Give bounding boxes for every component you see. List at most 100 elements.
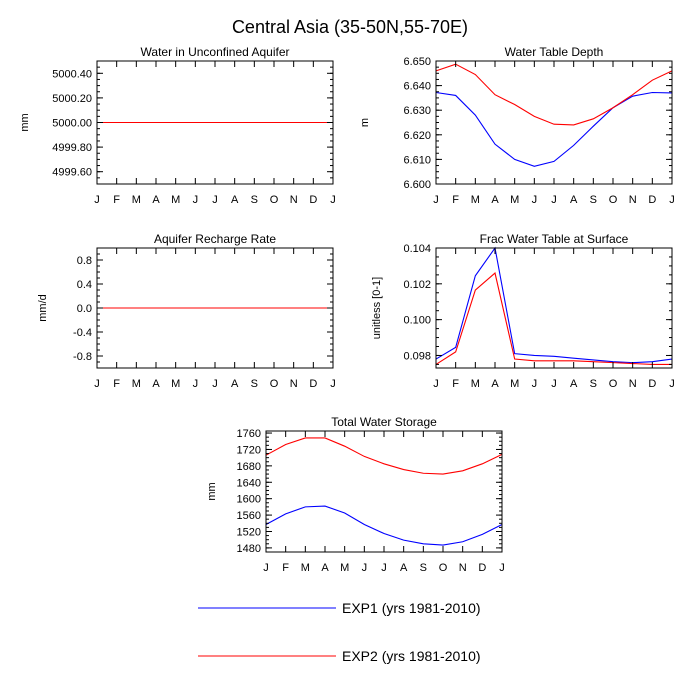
x-tick-label: A — [491, 378, 499, 390]
x-tick-label: S — [251, 194, 258, 206]
series-line — [435, 91, 673, 167]
y-tick-label: 6.620 — [403, 130, 431, 142]
x-tick-label: D — [309, 378, 317, 390]
series-line — [265, 505, 503, 546]
y-tick-label: 4999.80 — [52, 142, 92, 154]
y-tick-label: 6.640 — [403, 81, 431, 93]
y-tick-label: 5000.20 — [52, 93, 92, 105]
chart-title: Total Water Storage — [331, 415, 437, 429]
x-tick-label: M — [132, 194, 141, 206]
x-tick-label: A — [231, 378, 239, 390]
x-tick-label: M — [340, 562, 349, 574]
y-tick-label: 5000.00 — [52, 118, 92, 130]
x-tick-label: A — [231, 194, 239, 206]
series-line — [435, 63, 673, 126]
y-tick-label: 4999.60 — [52, 167, 92, 179]
x-tick-label: J — [330, 194, 336, 206]
y-tick-label: 1720 — [237, 444, 261, 456]
x-tick-label: J — [532, 378, 538, 390]
x-tick-label: J — [499, 562, 505, 574]
y-tick-label: 6.650 — [403, 56, 431, 68]
x-tick-label: J — [669, 378, 675, 390]
x-tick-label: J — [433, 378, 439, 390]
y-tick-label: 0.4 — [77, 279, 92, 291]
y-axis-label: mm/d — [37, 294, 49, 322]
x-tick-label: N — [290, 378, 298, 390]
x-tick-label: J — [433, 194, 439, 206]
y-tick-label: 1640 — [237, 477, 261, 489]
y-tick-label: 1600 — [237, 494, 261, 506]
x-tick-label: J — [551, 378, 557, 390]
x-tick-label: S — [251, 378, 258, 390]
y-axis-label: m — [359, 118, 371, 127]
chart-panel: Frac Water Table at Surface unitless [0-1… — [371, 232, 675, 390]
x-tick-label: A — [570, 194, 578, 206]
x-tick-label: A — [400, 562, 408, 574]
x-tick-label: O — [270, 378, 279, 390]
x-tick-label: J — [532, 194, 538, 206]
y-tick-label: -0.4 — [73, 327, 92, 339]
y-axis-label: mm — [19, 113, 31, 131]
chart-panel: Total Water Storage mm 1480 1520 1560 1600 164… — [206, 415, 505, 574]
x-tick-label: S — [590, 378, 597, 390]
x-tick-label: F — [282, 562, 289, 574]
x-tick-label: M — [510, 194, 519, 206]
x-tick-label: O — [270, 194, 279, 206]
x-tick-label: J — [193, 378, 199, 390]
x-tick-label: J — [330, 378, 336, 390]
y-tick-label: 0.100 — [403, 315, 431, 327]
x-tick-label: F — [452, 378, 459, 390]
y-tick-label: 6.630 — [403, 105, 431, 117]
x-tick-label: O — [439, 562, 448, 574]
x-tick-label: S — [420, 562, 427, 574]
series-line — [435, 272, 672, 365]
x-tick-label: M — [171, 194, 180, 206]
chart-panel: Water in Unconfined Aquifer mm 4999.60 4999… — [19, 45, 336, 206]
x-tick-label: D — [648, 194, 656, 206]
y-tick-label: 1520 — [237, 526, 261, 538]
x-tick-label: M — [510, 378, 519, 390]
x-tick-label: J — [263, 562, 269, 574]
legend: EXP1 (yrs 1981-2010) EXP2 (yrs 1981-2010) — [198, 600, 481, 664]
series-line — [265, 437, 503, 475]
y-tick-label: 6.610 — [403, 154, 431, 166]
x-tick-label: M — [171, 378, 180, 390]
x-tick-label: O — [609, 378, 618, 390]
x-tick-label: J — [212, 194, 218, 206]
y-tick-label: 6.600 — [403, 179, 431, 191]
y-tick-label: 1760 — [237, 428, 261, 440]
legend-item: EXP2 (yrs 1981-2010) — [198, 648, 481, 664]
x-tick-label: J — [94, 194, 100, 206]
x-tick-label: F — [113, 194, 120, 206]
x-tick-label: A — [570, 378, 578, 390]
x-tick-label: J — [669, 194, 675, 206]
y-tick-label: 1680 — [237, 461, 261, 473]
panels: Water in Unconfined Aquifer mm 4999.60 4999… — [19, 45, 675, 574]
y-tick-label: 0.8 — [77, 255, 92, 267]
x-tick-label: D — [309, 194, 317, 206]
x-tick-label: F — [452, 194, 459, 206]
x-tick-label: N — [290, 194, 298, 206]
x-tick-label: D — [478, 562, 486, 574]
x-tick-label: D — [648, 378, 656, 390]
chart-title: Water Table Depth — [505, 45, 604, 59]
x-tick-label: A — [321, 562, 329, 574]
x-tick-label: N — [459, 562, 467, 574]
x-tick-label: M — [301, 562, 310, 574]
series-line — [435, 246, 673, 364]
figure-title: Central Asia (35-50N,55-70E) — [232, 17, 468, 37]
x-tick-label: M — [132, 378, 141, 390]
x-tick-label: F — [113, 378, 120, 390]
x-tick-label: N — [629, 378, 637, 390]
chart-title: Frac Water Table at Surface — [480, 232, 629, 246]
x-tick-label: J — [381, 562, 387, 574]
y-tick-label: -0.8 — [73, 351, 92, 363]
x-tick-label: J — [94, 378, 100, 390]
plot-frame — [435, 60, 673, 185]
chart-title: Water in Unconfined Aquifer — [141, 45, 290, 59]
y-tick-label: 0.0 — [77, 303, 92, 315]
chart-panel: Water Table Depth m 6.600 6.610 6.620 6.630 6.… — [359, 45, 675, 206]
y-axis-label: mm — [206, 482, 218, 500]
y-axis-label: unitless [0-1] — [371, 277, 383, 339]
x-tick-label: O — [609, 194, 618, 206]
